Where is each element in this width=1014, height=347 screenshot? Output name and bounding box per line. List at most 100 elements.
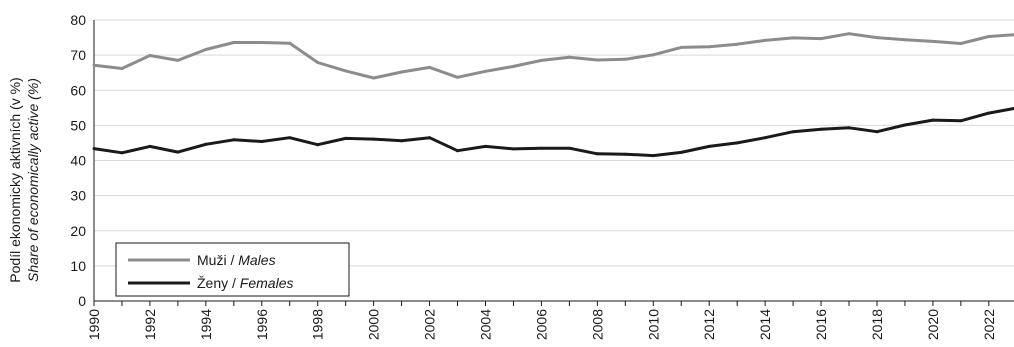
x-tick-labels: 1990 1992 1994 1996 1998 2000 2002 2004 2006 2008… bbox=[86, 301, 997, 340]
x-tick-label: 1998 bbox=[310, 309, 326, 340]
data-point-males bbox=[875, 36, 879, 40]
data-point-males bbox=[456, 75, 459, 79]
gridlines bbox=[94, 19, 1014, 267]
y-tick-label: 10 bbox=[70, 258, 86, 274]
data-point-females bbox=[539, 146, 543, 150]
x-tick-label: 2008 bbox=[589, 309, 605, 340]
series-line-females bbox=[93, 107, 1014, 158]
data-point-females bbox=[959, 119, 963, 123]
legend-label-females-italic: Females bbox=[240, 275, 294, 291]
data-point-males bbox=[903, 38, 907, 42]
data-point-males bbox=[512, 64, 515, 68]
x-tick-label: 2002 bbox=[422, 309, 438, 340]
x-tick-label: 1996 bbox=[254, 309, 270, 340]
x-tick-label: 2004 bbox=[477, 309, 493, 340]
y-tick-label: 20 bbox=[70, 223, 86, 239]
legend-label-males-main: Muži / bbox=[197, 252, 238, 268]
data-point-females bbox=[595, 152, 599, 156]
data-point-males bbox=[484, 69, 487, 73]
data-point-males bbox=[539, 58, 543, 62]
y-axis-title-czech: Podíl ekonomicky aktivních (v %) bbox=[7, 77, 23, 282]
data-point-males bbox=[959, 42, 963, 45]
y-tick-labels: 0 10 20 30 40 50 60 70 80 bbox=[70, 12, 86, 309]
data-point-females bbox=[735, 141, 739, 145]
y-tick-label: 40 bbox=[70, 153, 86, 169]
data-point-females bbox=[512, 147, 515, 151]
data-point-females bbox=[567, 146, 571, 150]
data-point-females bbox=[400, 139, 404, 143]
data-point-females bbox=[651, 154, 655, 158]
y-tick-label: 0 bbox=[78, 293, 86, 309]
data-point-males bbox=[120, 67, 124, 70]
data-point-females bbox=[260, 140, 264, 143]
x-tick-label: 2018 bbox=[869, 309, 885, 340]
y-tick-label: 30 bbox=[70, 188, 86, 204]
data-point-males bbox=[372, 76, 376, 80]
y-tick-label: 70 bbox=[70, 47, 86, 63]
data-point-females bbox=[176, 150, 180, 154]
axes bbox=[93, 20, 1014, 302]
data-point-males bbox=[204, 48, 208, 51]
data-point-males bbox=[344, 69, 348, 73]
data-point-females bbox=[484, 144, 487, 148]
legend-label-females: Ženy / Females bbox=[197, 275, 293, 291]
data-point-females bbox=[204, 142, 208, 146]
data-point-males bbox=[847, 32, 851, 36]
data-point-males bbox=[791, 36, 795, 40]
x-tick-label: 2012 bbox=[701, 309, 717, 340]
data-point-females bbox=[428, 136, 432, 140]
data-point-males bbox=[400, 70, 404, 74]
data-point-males bbox=[176, 58, 180, 62]
x-tick-label: 2016 bbox=[813, 309, 829, 340]
data-point-males bbox=[707, 45, 711, 49]
x-tick-label: 2006 bbox=[533, 309, 549, 340]
data-point-females bbox=[344, 136, 348, 140]
x-tick-label: 1990 bbox=[86, 309, 102, 340]
data-point-males bbox=[567, 55, 571, 59]
data-point-males bbox=[651, 53, 655, 57]
data-point-females bbox=[903, 123, 907, 127]
x-tick-label: 1992 bbox=[142, 309, 158, 340]
data-point-females bbox=[847, 126, 851, 130]
data-point-females bbox=[623, 152, 627, 156]
data-point-males bbox=[288, 41, 292, 45]
x-tick-label: 1994 bbox=[198, 309, 214, 340]
data-point-males bbox=[232, 41, 236, 44]
data-point-males bbox=[763, 38, 767, 42]
data-point-females bbox=[987, 111, 991, 115]
data-point-males bbox=[931, 39, 935, 43]
data-point-females bbox=[316, 143, 320, 147]
series-lines bbox=[92, 32, 1014, 158]
legend-box bbox=[115, 242, 350, 297]
data-point-males bbox=[595, 58, 599, 62]
x-tick-label: 2022 bbox=[981, 309, 997, 340]
data-point-females bbox=[679, 150, 683, 154]
y-tick-label: 60 bbox=[70, 82, 86, 98]
y-axis-title-english: Share of economically active (%) bbox=[25, 78, 41, 282]
legend: Muži / Males Ženy / Females bbox=[115, 242, 350, 297]
data-point-females bbox=[819, 127, 823, 131]
data-point-males bbox=[148, 54, 152, 57]
data-point-females bbox=[92, 147, 96, 151]
data-point-males bbox=[987, 35, 991, 38]
data-point-males bbox=[428, 65, 432, 69]
data-point-females bbox=[148, 144, 152, 148]
data-point-females bbox=[763, 136, 767, 140]
x-tick-label: 2020 bbox=[925, 309, 941, 340]
x-tick-label: 2014 bbox=[757, 309, 773, 340]
series-line-males bbox=[93, 32, 1014, 80]
x-tick-label: 2000 bbox=[366, 309, 382, 340]
data-point-females bbox=[372, 137, 376, 141]
data-point-females bbox=[120, 151, 124, 155]
data-point-females bbox=[288, 136, 292, 140]
data-point-males bbox=[92, 63, 96, 67]
legend-label-males: Muži / Males bbox=[197, 252, 276, 268]
data-point-males bbox=[623, 57, 627, 61]
data-point-males bbox=[735, 42, 739, 46]
data-point-males bbox=[679, 45, 683, 49]
y-tick-label: 50 bbox=[70, 117, 86, 133]
legend-label-females-main: Ženy / bbox=[197, 275, 240, 291]
data-point-females bbox=[232, 138, 236, 142]
data-point-females bbox=[791, 130, 795, 134]
